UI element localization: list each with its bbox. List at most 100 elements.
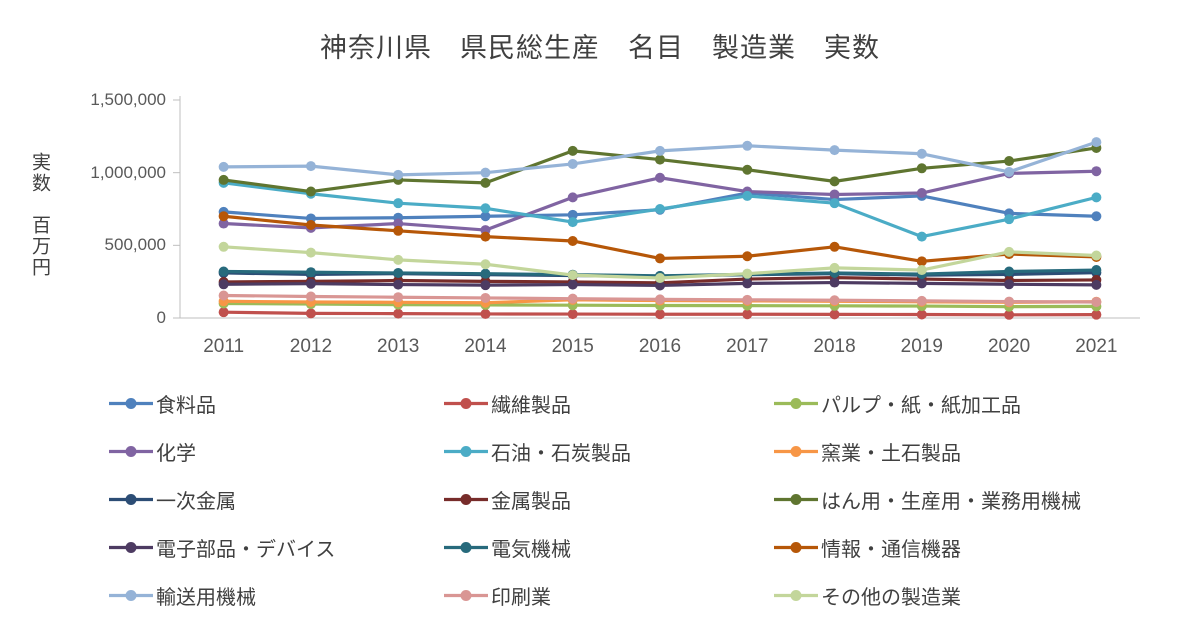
legend-label: 窯業・土石製品 bbox=[821, 443, 961, 465]
legend-label: 電気機械 bbox=[491, 539, 571, 561]
legend-marker-icon bbox=[444, 542, 488, 553]
data-point-marker bbox=[829, 176, 840, 187]
data-point-marker bbox=[916, 148, 927, 159]
data-point-marker bbox=[829, 309, 840, 320]
data-point-marker bbox=[655, 294, 665, 305]
data-point-marker bbox=[567, 270, 578, 281]
data-point-marker bbox=[305, 161, 316, 172]
x-axis-tick-label: 2018 bbox=[813, 336, 856, 357]
series-石油・石炭製品 bbox=[218, 177, 1102, 242]
data-point-marker bbox=[567, 217, 578, 228]
data-point-marker bbox=[393, 169, 404, 180]
data-point-marker bbox=[742, 164, 753, 175]
data-point-marker bbox=[655, 253, 665, 264]
legend-label: はん用・生産用・業務用機械 bbox=[821, 491, 1081, 513]
legend-label: 一次金属 bbox=[156, 491, 236, 513]
legend-marker-icon bbox=[774, 590, 818, 601]
legend-item: 一次金属 bbox=[108, 486, 443, 513]
data-point-marker bbox=[218, 174, 229, 185]
legend-marker-icon bbox=[109, 446, 153, 457]
data-point-marker bbox=[393, 198, 404, 209]
data-point-marker bbox=[1004, 266, 1015, 277]
legend-item: 石油・石炭製品 bbox=[443, 438, 773, 465]
y-axis-tick-label: 0 bbox=[156, 308, 166, 327]
legend-item: 化学 bbox=[108, 438, 443, 465]
y-axis-title: 実数 百万円 bbox=[29, 152, 50, 278]
legend-marker-icon bbox=[109, 590, 153, 601]
data-point-marker bbox=[1091, 211, 1102, 222]
legend-marker-icon bbox=[774, 542, 818, 553]
legend-item: はん用・生産用・業務用機械 bbox=[773, 486, 1081, 513]
legend-marker-icon bbox=[109, 494, 153, 505]
data-point-marker bbox=[393, 292, 404, 303]
legend-label: 情報・通信機器 bbox=[821, 539, 961, 561]
legend-label: 印刷業 bbox=[491, 587, 551, 609]
data-point-marker bbox=[1004, 246, 1015, 257]
legend: 食料品 繊維製品 パルプ・紙・紙加工品 化学 石油・石炭製品 窯業・土石製品 一次金属 金属製… bbox=[108, 390, 1081, 609]
x-axis-tick-label: 2021 bbox=[1075, 336, 1118, 357]
legend-item: 繊維製品 bbox=[443, 390, 773, 417]
x-axis-tick-label: 2017 bbox=[726, 336, 769, 357]
data-point-marker bbox=[742, 140, 753, 151]
data-point-marker bbox=[393, 279, 404, 290]
y-axis-tick-label: 1,000,000 bbox=[90, 162, 166, 182]
data-point-marker bbox=[480, 259, 491, 270]
series-繊維製品 bbox=[218, 307, 1102, 320]
legend-item: 情報・通信機器 bbox=[773, 534, 1081, 561]
data-point-marker bbox=[1004, 166, 1015, 177]
data-point-marker bbox=[655, 280, 665, 291]
series-化学 bbox=[218, 166, 1102, 236]
data-point-marker bbox=[1091, 166, 1102, 177]
legend-item: パルプ・紙・紙加工品 bbox=[773, 390, 1081, 417]
data-point-marker bbox=[480, 292, 491, 303]
legend-label: 食料品 bbox=[156, 395, 216, 417]
x-axis-tick-label: 2020 bbox=[987, 336, 1031, 357]
data-point-marker bbox=[218, 307, 229, 318]
data-point-marker bbox=[218, 279, 229, 290]
plot-area bbox=[173, 96, 1140, 320]
legend-item: その他の製造業 bbox=[773, 582, 1081, 609]
legend-label: パルプ・紙・紙加工品 bbox=[821, 395, 1021, 417]
data-point-marker bbox=[218, 218, 229, 229]
legend-label: その他の製造業 bbox=[821, 587, 961, 609]
data-point-marker bbox=[393, 254, 404, 265]
data-point-marker bbox=[829, 145, 840, 156]
data-point-marker bbox=[305, 278, 316, 289]
series-輸送用機械 bbox=[218, 137, 1102, 180]
data-point-marker bbox=[393, 218, 404, 229]
legend-marker-icon bbox=[444, 494, 488, 505]
data-point-marker bbox=[655, 204, 665, 214]
data-point-marker bbox=[742, 294, 753, 305]
x-axis-tick-label: 2014 bbox=[464, 336, 507, 357]
data-point-marker bbox=[916, 188, 927, 199]
data-point-marker bbox=[1004, 214, 1015, 225]
x-axis-tick-label: 2015 bbox=[551, 336, 594, 357]
data-point-marker bbox=[218, 290, 229, 301]
y-axis-tick-label: 1,500,000 bbox=[90, 90, 166, 109]
data-point-marker bbox=[655, 145, 665, 156]
data-point-marker bbox=[655, 172, 665, 183]
data-point-marker bbox=[742, 268, 753, 279]
data-point-marker bbox=[305, 247, 316, 258]
data-point-marker bbox=[480, 280, 491, 291]
legend-label: 石油・石炭製品 bbox=[491, 443, 631, 465]
data-point-marker bbox=[829, 277, 840, 288]
legend-marker-icon bbox=[774, 398, 818, 409]
data-point-marker bbox=[218, 211, 229, 222]
x-axis-tick-label: 2013 bbox=[377, 336, 420, 357]
series-その他の製造業 bbox=[218, 241, 1102, 284]
data-point-marker bbox=[916, 256, 927, 267]
data-point-marker bbox=[742, 251, 753, 262]
data-point-marker bbox=[1004, 309, 1015, 320]
legend-marker-icon bbox=[109, 542, 153, 553]
legend-item: 食料品 bbox=[108, 390, 443, 417]
data-point-marker bbox=[393, 308, 404, 319]
data-point-marker bbox=[1091, 297, 1102, 308]
data-point-marker bbox=[916, 295, 927, 306]
data-point-marker bbox=[480, 177, 491, 188]
legend-item: 輸送用機械 bbox=[108, 582, 443, 609]
data-point-marker bbox=[742, 190, 753, 201]
data-point-marker bbox=[567, 192, 578, 203]
x-axis-tick-label: 2016 bbox=[638, 336, 682, 357]
data-point-marker bbox=[829, 198, 840, 209]
